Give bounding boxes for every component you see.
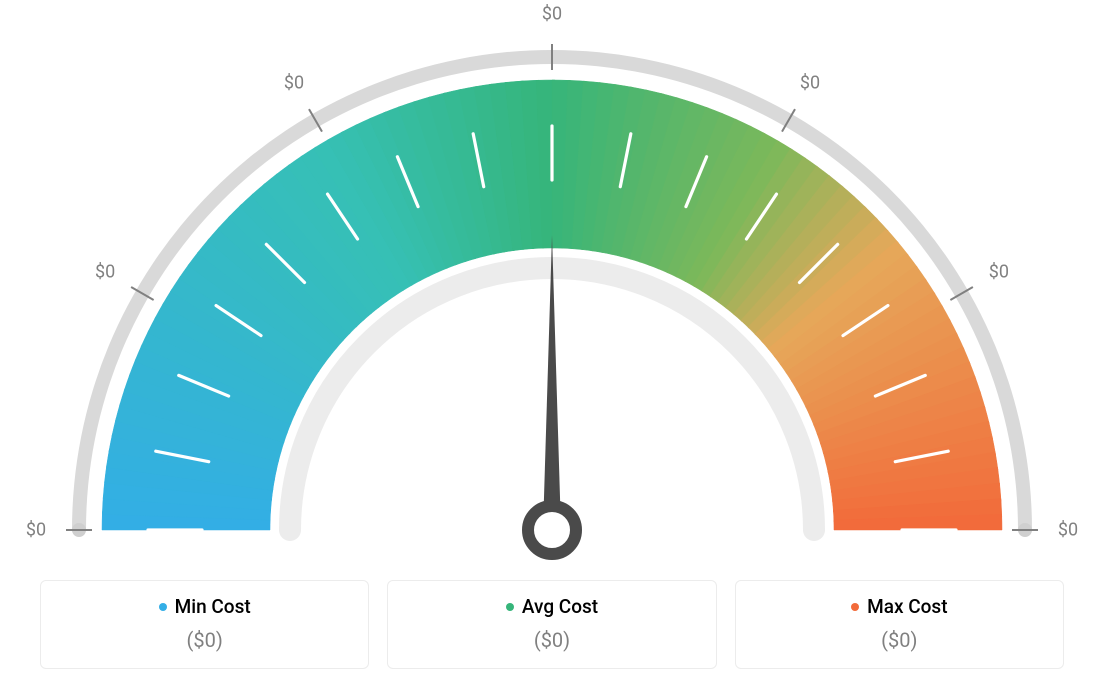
- gauge-tick-label: $0: [284, 73, 304, 94]
- dot-icon: [851, 603, 859, 611]
- dot-icon: [506, 603, 514, 611]
- gauge-chart: $0 $0 $0 $0 $0 $0 $0: [0, 0, 1104, 560]
- legend-label-text: Max Cost: [867, 595, 947, 618]
- gauge-tick-label: $0: [26, 520, 46, 541]
- legend-label-text: Avg Cost: [522, 595, 598, 618]
- gauge-svg: [0, 40, 1104, 600]
- legend-label-min: Min Cost: [159, 595, 251, 618]
- legend-value-max: ($0): [744, 628, 1055, 652]
- legend-row: Min Cost ($0) Avg Cost ($0) Max Cost ($0…: [40, 580, 1064, 669]
- legend-label-text: Min Cost: [175, 595, 251, 618]
- legend-value-avg: ($0): [396, 628, 707, 652]
- gauge-tick-label: $0: [1058, 520, 1078, 541]
- legend-label-max: Max Cost: [851, 595, 947, 618]
- stage: $0 $0 $0 $0 $0 $0 $0 Min Cost ($0) Avg Cost ($…: [0, 0, 1104, 690]
- legend-label-avg: Avg Cost: [506, 595, 598, 618]
- gauge-tick-label: $0: [989, 262, 1009, 283]
- gauge-tick-label: $0: [800, 73, 820, 94]
- gauge-tick-label: $0: [542, 4, 562, 25]
- legend-card-avg: Avg Cost ($0): [387, 580, 716, 669]
- legend-card-min: Min Cost ($0): [40, 580, 369, 669]
- gauge-tick-label: $0: [95, 262, 115, 283]
- dot-icon: [159, 603, 167, 611]
- legend-card-max: Max Cost ($0): [735, 580, 1064, 669]
- legend-value-min: ($0): [49, 628, 360, 652]
